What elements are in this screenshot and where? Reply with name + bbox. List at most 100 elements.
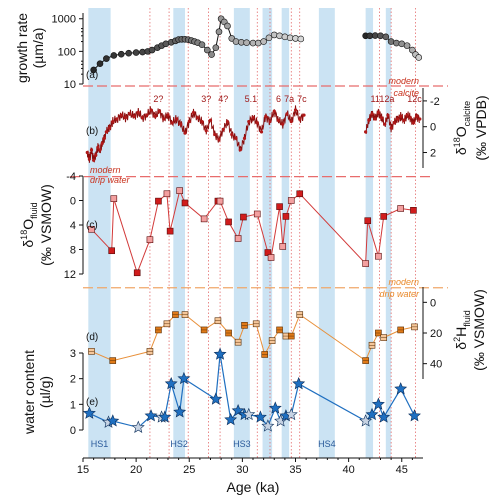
growth-rate-point [382,33,390,41]
d18o-calcite-point [123,116,128,120]
hs-band-3 [233,8,250,458]
d18o-calcite-point [100,141,104,146]
growth-rate-point [215,28,223,36]
d18o-calcite-point [293,108,298,112]
d18o-fluid-line-1 [91,189,414,275]
d18o-calcite-point [132,114,136,118]
d18o-calcite-point [157,109,162,113]
d18o-fluid-point [410,207,417,214]
d18o-fluid-point [225,218,232,226]
d18o-fluid-point [287,197,295,204]
d18o-calcite-point [386,113,390,117]
d18o-calcite-point [107,126,112,130]
d18o-calcite-point [281,122,285,126]
d18o-calcite-point [183,131,187,135]
d18o-calcite-point [264,114,268,118]
d18o-calcite-point [259,130,264,134]
interstadial-label-4: 5.1 [245,94,258,104]
d18o-fluid-point [364,217,372,225]
growth-rate-tick-label: 100 [58,46,76,58]
d18o-fluid-point [88,225,95,233]
water-content-point [408,409,421,422]
stadial-band-2 [281,8,290,458]
d18o-calcite-point [255,121,259,125]
growth-rate-point [243,39,250,46]
d18o-fluid-point [181,199,189,207]
panel-letter-d: (d) [86,332,98,343]
hs-band-1 [88,8,111,458]
modern-drip-water-label-c-1: modern [90,165,121,175]
d18o-fluid-point [146,236,154,243]
d18o-calcite-point [140,116,145,120]
d18o-calcite-point [411,121,416,125]
d18o-calcite-point [217,138,221,142]
water-content-point [365,407,379,421]
growth-rate-point [409,46,416,54]
growth-rate-point [270,31,278,39]
water-content-point [82,406,96,419]
d18o-calcite-point [247,119,251,124]
d18o-fluid-tick-label: -4 [66,171,76,183]
water-content-axis-title: water content(µl/g) [21,350,53,435]
d18o-calcite-point [389,126,393,130]
water-content-point [394,382,408,395]
x-tick-label: 25 [183,464,195,476]
hs-label-1: HS1 [91,439,109,449]
growth-rate-point [204,46,211,54]
x-tick-label: 30 [236,464,248,476]
d18o-calcite-point [145,113,149,117]
d18o-fluid-point [240,213,247,221]
interstadial-label-3: 4? [218,94,228,104]
d18o-calcite-point [204,128,208,133]
water-content-tick-label: 3 [70,348,76,360]
d18o-calcite-point [174,117,179,121]
interstadial-label-6: 7a [284,94,294,104]
water-content-point [177,371,191,385]
d18o-calcite-point [364,130,368,134]
modern-calcite-label-1: modern [388,76,419,86]
interstadial-label-5: 6 [276,94,281,104]
data-panels [82,15,423,433]
d18o-calcite-point [251,116,255,120]
interstadial-label-8: 11 [371,94,380,104]
d18o-calcite-point [191,110,196,115]
d18o-fluid-point [200,215,208,223]
d18o-calcite-point [418,117,422,121]
d18o-calcite-tick-label: 0 [430,122,436,134]
modern-calcite-label-2: calcite [393,88,419,98]
d18o-calcite-point [149,108,153,112]
d18o-calcite-point [395,117,400,121]
panel-letter-e: (e) [86,397,98,408]
d18o-calcite-point [379,116,384,120]
growth-rate-point [198,41,206,49]
water-content-point [224,412,238,426]
growth-rate-point [132,49,140,56]
d18o-calcite-point [200,119,204,124]
d18o-fluid-point [166,227,174,235]
d18o-calcite-point [153,114,157,118]
d18o-calcite-point [405,113,409,117]
x-tick-label: 40 [343,464,355,476]
d18o-calcite-point [383,122,387,126]
d18o-fluid-point [176,187,183,194]
d18o-fluid-point [234,235,242,242]
growth-rate-tick-label: 10 [64,79,76,91]
x-axis-label: Age (ka) [227,479,280,495]
d18o-fluid-point [253,210,261,218]
d2h-fluid-axis-title: δ2Hfluid(‰ VSMOW) [452,289,487,371]
d18o-calcite-point [104,130,108,134]
d18o-calcite-point [402,118,406,122]
d18o-fluid-tick-label: 0 [70,196,76,208]
growth-rate-point [403,42,411,49]
growth-rate-point [260,38,267,45]
d18o-calcite-point [111,119,115,124]
hs-label-2: HS2 [170,439,188,449]
d18o-fluid-axis-title: δ18Ofluid(‰ VSMOW) [19,184,54,266]
d18o-fluid-tick-label: 8 [70,245,76,257]
d18o-calcite-point [242,136,247,140]
growth-rate-point [393,39,400,47]
growth-rate-point [276,32,283,40]
interstadial-label-2: 3? [201,94,211,104]
d18o-calcite-point [221,127,225,131]
water-content-point [359,414,373,427]
